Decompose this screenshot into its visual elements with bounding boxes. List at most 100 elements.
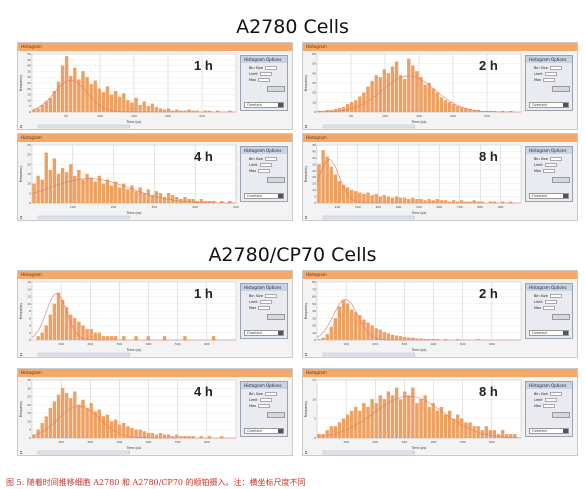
options-field-input[interactable] xyxy=(258,306,270,310)
horizontal-scrollbar[interactable] xyxy=(323,451,415,454)
horizontal-scrollbar[interactable] xyxy=(323,353,415,356)
histogram-bar xyxy=(57,174,60,203)
y-tick-label: 5 xyxy=(314,417,316,421)
x-tick-label: 50 xyxy=(349,114,353,118)
histogram-bar xyxy=(163,435,166,438)
histogram-bar xyxy=(395,388,398,438)
display-mode-select[interactable]: Overlaid xyxy=(529,428,569,434)
display-mode-select[interactable]: Overlaid xyxy=(529,330,569,336)
histogram-bar xyxy=(424,395,427,438)
y-tick-label: 25 xyxy=(27,395,31,399)
x-tick-label: 200 xyxy=(165,114,171,118)
options-field-input[interactable] xyxy=(260,300,272,304)
options-field-input[interactable] xyxy=(258,404,270,408)
options-field-input[interactable] xyxy=(260,163,272,167)
histogram-bar xyxy=(106,336,109,340)
histogram-bar xyxy=(383,69,386,112)
display-mode-select[interactable]: Overlaid xyxy=(529,193,569,199)
x-tick-label: 400 xyxy=(431,342,437,346)
histogram-bar xyxy=(358,411,361,438)
options-field-input[interactable] xyxy=(265,157,277,161)
display-mode-select[interactable]: Overlaid xyxy=(244,330,284,336)
apply-button[interactable] xyxy=(267,86,285,92)
histogram-bar xyxy=(362,320,365,340)
histogram-bar xyxy=(411,198,414,203)
y-tick-label: 12 xyxy=(27,295,31,299)
y-tick-label: 15 xyxy=(312,378,316,382)
histogram-bar xyxy=(130,103,133,112)
histogram-bar xyxy=(473,426,476,438)
histogram-bar xyxy=(436,93,439,112)
apply-button[interactable] xyxy=(552,314,570,320)
apply-button[interactable] xyxy=(267,177,285,183)
display-mode-select[interactable]: Overlaid xyxy=(244,102,284,108)
x-tick-label: 400 xyxy=(396,205,402,209)
histogram-bar xyxy=(114,91,117,112)
options-field-input[interactable] xyxy=(543,404,555,408)
options-field: Limit xyxy=(534,300,557,304)
display-mode-value: Overlaid xyxy=(247,103,262,107)
options-field-input[interactable] xyxy=(550,294,562,298)
y-tick-label: 0 xyxy=(314,201,316,205)
histogram-bar xyxy=(350,411,353,438)
horizontal-scrollbar[interactable] xyxy=(38,125,130,128)
display-mode-select[interactable]: Overlaid xyxy=(529,102,569,108)
apply-button[interactable] xyxy=(552,86,570,92)
histogram-bar xyxy=(159,109,162,112)
options-field-input[interactable] xyxy=(550,157,562,161)
x-tick-label: 200 xyxy=(372,342,378,346)
options-field-input[interactable] xyxy=(550,392,562,396)
y-tick-label: 50 xyxy=(312,302,316,306)
options-field-input[interactable] xyxy=(543,169,555,173)
zoom-handle-icon: ⌗ xyxy=(305,352,308,357)
options-field-input[interactable] xyxy=(545,398,557,402)
histogram-bar xyxy=(155,435,158,438)
options-field-input[interactable] xyxy=(550,66,562,70)
horizontal-scrollbar[interactable] xyxy=(38,216,130,219)
histogram-bar xyxy=(489,430,492,438)
histogram-bar xyxy=(98,410,101,438)
histogram-panel: Histogram 0 5 10 15 20 25 30 100 200 300 400 500 Time… xyxy=(17,133,293,221)
histogram-bar xyxy=(379,330,382,340)
display-mode-value: Overlaid xyxy=(532,194,547,198)
options-field-input[interactable] xyxy=(258,78,270,82)
options-field-input[interactable] xyxy=(543,306,555,310)
histogram-panel: Histogram 0 10 20 30 40 50 60 70 80 100 200 300 400 50… xyxy=(302,270,578,358)
options-field-input[interactable] xyxy=(260,398,272,402)
options-field-input[interactable] xyxy=(258,169,270,173)
horizontal-scrollbar[interactable] xyxy=(323,125,415,128)
histogram-bar xyxy=(147,106,150,112)
apply-button[interactable] xyxy=(552,177,570,183)
x-tick-label: 200 xyxy=(87,440,93,444)
histogram-bar xyxy=(90,84,93,112)
options-field-input[interactable] xyxy=(545,300,557,304)
x-tick-label: 500 xyxy=(460,342,466,346)
histogram-bar xyxy=(102,336,105,340)
x-tick-label: 600 xyxy=(204,440,210,444)
display-mode-select[interactable]: Overlaid xyxy=(244,193,284,199)
options-field-input[interactable] xyxy=(265,294,277,298)
apply-button[interactable] xyxy=(552,412,570,418)
options-title: Histogram Options xyxy=(526,382,572,389)
options-field: Limit xyxy=(249,163,272,167)
horizontal-scrollbar[interactable] xyxy=(323,216,415,219)
display-mode-select[interactable]: Overlaid xyxy=(244,428,284,434)
options-field-input[interactable] xyxy=(265,392,277,396)
options-field-input[interactable] xyxy=(543,78,555,82)
histogram-panel: Histogram 0 5 10 15 20 25 30 35 40 45 100 200 300 400 5… xyxy=(302,133,578,221)
histogram-bar xyxy=(73,68,76,112)
panel-header: Histogram xyxy=(18,271,292,279)
options-field-input[interactable] xyxy=(545,163,557,167)
histogram-bar xyxy=(366,407,369,438)
apply-button[interactable] xyxy=(267,412,285,418)
histogram-bar xyxy=(375,194,378,203)
histogram-bar xyxy=(45,153,48,203)
apply-button[interactable] xyxy=(267,314,285,320)
options-field-input[interactable] xyxy=(545,72,557,76)
options-field-input[interactable] xyxy=(265,66,277,70)
options-field-input[interactable] xyxy=(260,72,272,76)
horizontal-scrollbar[interactable] xyxy=(38,451,130,454)
horizontal-scrollbar[interactable] xyxy=(38,353,130,356)
y-tick-label: 25 xyxy=(27,153,31,157)
histogram-bar xyxy=(399,336,402,340)
